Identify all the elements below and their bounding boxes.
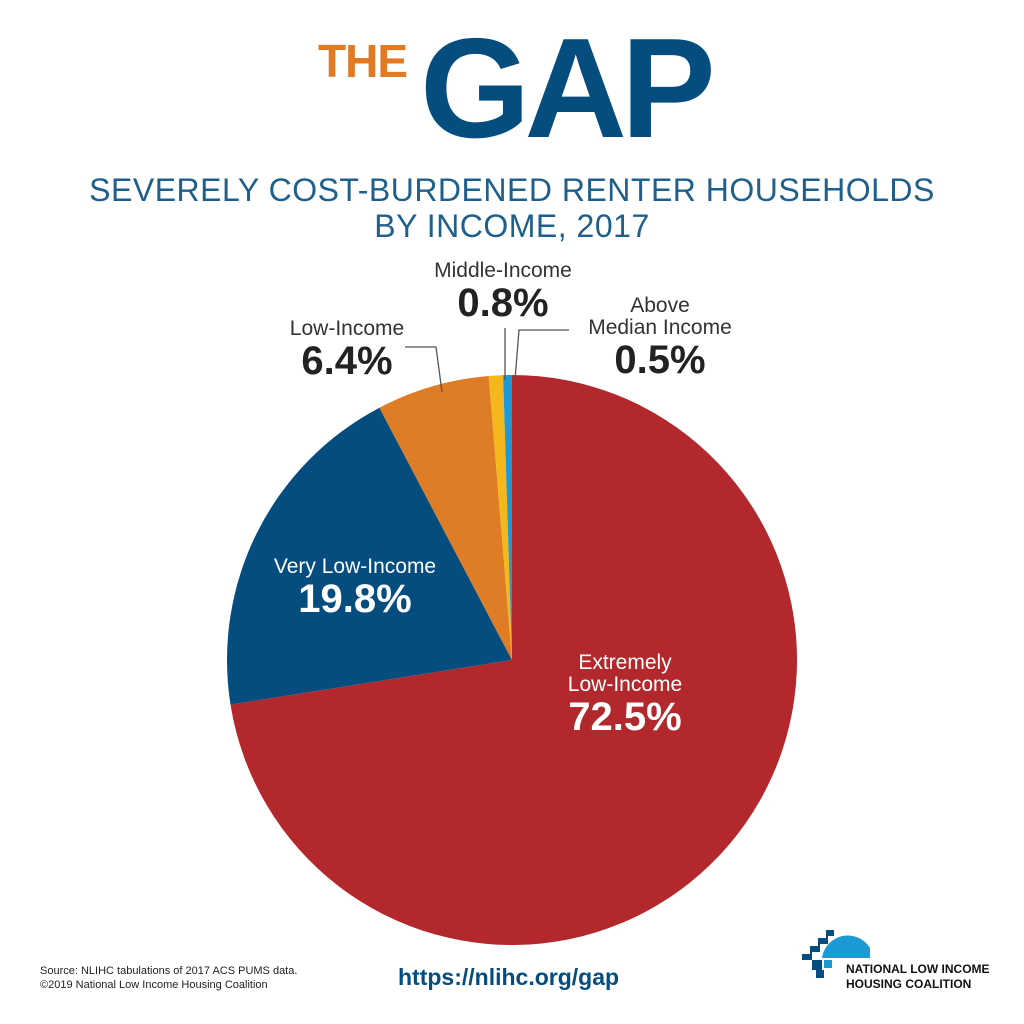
logo-gap-text: GAP <box>420 9 716 168</box>
pie-slice-very-low-income <box>226 407 512 705</box>
label-very-low-name: Very Low-Income <box>273 555 437 578</box>
label-above-name-1: Above <box>630 294 690 317</box>
logo-the-text: THE <box>318 35 408 87</box>
org-name-line-1: NATIONAL LOW INCOME <box>846 962 990 976</box>
label-middle-value: 0.8% <box>457 281 549 326</box>
pie-slices <box>226 375 798 945</box>
label-low-name: Low-Income <box>289 317 405 340</box>
label-extremely-low: Extremely Low-Income 72.5% <box>520 651 730 740</box>
nlihc-logo-icon <box>802 930 870 978</box>
label-above-name-2: Median Income <box>588 316 732 340</box>
pie-slice-extremely-low-income <box>230 375 798 945</box>
org-name: NATIONAL LOW INCOME HOUSING COALITION <box>846 962 990 992</box>
label-middle: Middle-Income 0.8% <box>403 259 603 326</box>
chart-title-line-1: SEVERELY COST-BURDENED RENTER HOUSEHOLDS <box>89 172 935 208</box>
label-extremely-low-name-2: Low-Income <box>567 673 683 697</box>
label-extremely-low-value: 72.5% <box>568 695 682 740</box>
pie-slice-middle-income <box>488 375 512 660</box>
pie-slice-above-median-income <box>503 375 512 660</box>
label-low: Low-Income 6.4% <box>252 317 442 384</box>
label-above-value: 0.5% <box>614 338 706 383</box>
label-very-low-value: 19.8% <box>298 577 412 622</box>
leader-line-low <box>405 346 443 393</box>
pie-slice-low-income <box>379 375 512 660</box>
org-name-line-2: HOUSING COALITION <box>846 977 972 991</box>
label-above: Above Median Income 0.5% <box>565 294 755 383</box>
label-extremely-low-name-1: Extremely <box>578 651 672 674</box>
copyright-text: ©2019 National Low Income Housing Coalit… <box>40 979 268 991</box>
label-middle-name: Middle-Income <box>434 259 572 282</box>
source-note: Source: NLIHC tabulations of 2017 ACS PU… <box>40 964 297 992</box>
leader-lines <box>405 328 569 393</box>
chart-title-line-2: BY INCOME, 2017 <box>374 208 650 244</box>
label-very-low: Very Low-Income 19.8% <box>245 555 465 622</box>
source-text: Source: NLIHC tabulations of 2017 ACS PU… <box>40 965 298 977</box>
leader-line-above <box>514 329 569 381</box>
label-low-value: 6.4% <box>301 339 393 384</box>
website-link[interactable]: https://nlihc.org/gap <box>398 964 620 990</box>
